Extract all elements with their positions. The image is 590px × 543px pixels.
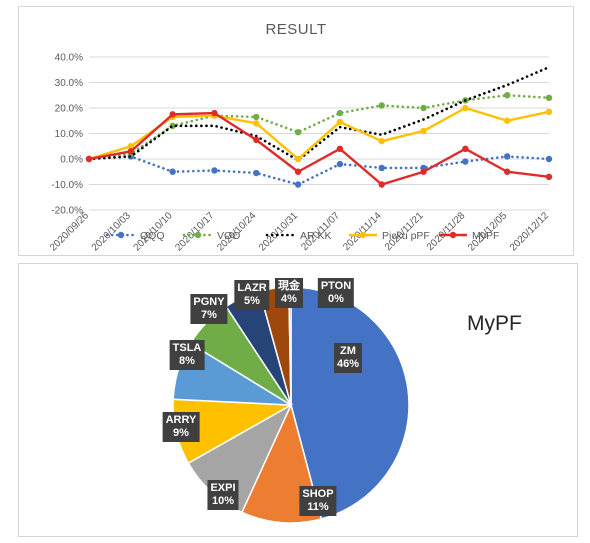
data-point-mypf bbox=[169, 111, 176, 118]
pie-label-name: EXPI bbox=[210, 482, 236, 494]
data-point-picku-ppf bbox=[545, 108, 553, 116]
x-tick-label: 2020/09/26 bbox=[48, 210, 91, 253]
series-line-qqq bbox=[87, 155, 551, 186]
y-tick-label: 10.0% bbox=[55, 129, 83, 140]
data-point-picku-ppf bbox=[462, 104, 469, 112]
data-point-picku-ppf bbox=[294, 155, 302, 163]
y-tick-label: 30.0% bbox=[55, 78, 83, 89]
data-point-voo bbox=[253, 113, 260, 121]
data-point-picku-ppf bbox=[336, 118, 344, 126]
data-point-mypf bbox=[336, 145, 344, 152]
pie-label-percent: 11% bbox=[307, 501, 329, 513]
x-tick-label: 2020/10/03 bbox=[90, 210, 133, 253]
x-tick-label: 2020/10/17 bbox=[173, 210, 216, 253]
pie-label-name: LAZR bbox=[237, 282, 267, 294]
legend-label-mypf: MyPF bbox=[472, 230, 499, 242]
y-tick-label: -10.0% bbox=[51, 180, 83, 191]
result-line-chart: RESULT -20.0% -10.0% 0.0% 10.0% 20.0% 30.0% 40… bbox=[18, 6, 574, 256]
data-point-mypf bbox=[127, 148, 135, 155]
data-point-voo bbox=[336, 109, 344, 117]
data-point-picku-ppf bbox=[420, 127, 427, 135]
pie-data-label-pton: PTON 0% bbox=[317, 278, 355, 308]
pie-label-percent: 4% bbox=[281, 293, 297, 305]
pie-label-name: TSLA bbox=[172, 342, 202, 354]
x-tick-label: 2020/11/28 bbox=[425, 210, 468, 253]
pie-label-name: ARRY bbox=[165, 414, 197, 426]
data-point-picku-ppf bbox=[503, 117, 511, 124]
legend-label-picku-ppf: Picku pPF bbox=[382, 230, 430, 242]
pie-label-percent: 0% bbox=[328, 293, 344, 305]
pie-data-label-tsla: TSLA 8% bbox=[169, 340, 205, 370]
data-point-voo bbox=[503, 92, 511, 99]
series-line-mypf bbox=[88, 111, 550, 186]
pie-chart-title: MyPF bbox=[467, 312, 522, 335]
line-chart-svg: -20.0% -10.0% 0.0% 10.0% 20.0% 30.0% 40.0% 2020… bbox=[48, 53, 553, 254]
data-point-qqq bbox=[294, 181, 302, 188]
data-point-mypf bbox=[294, 168, 302, 175]
legend-label-ar-kk: AR KK bbox=[300, 230, 332, 242]
data-point-qqq bbox=[253, 169, 260, 177]
pie-label-percent: 10% bbox=[211, 495, 235, 507]
data-point-voo bbox=[420, 104, 427, 112]
data-point-mypf bbox=[462, 145, 469, 152]
data-point-voo bbox=[294, 129, 302, 136]
pie-label-percent: 7% bbox=[201, 309, 217, 321]
x-tick-label: 2020/12/12 bbox=[508, 210, 551, 253]
data-point-mypf bbox=[503, 168, 511, 175]
pie-label-percent: 46% bbox=[336, 358, 360, 370]
legend-marker-qqq bbox=[117, 231, 125, 239]
y-tick-label: 40.0% bbox=[55, 53, 83, 64]
y-tick-label: 20.0% bbox=[55, 104, 83, 115]
data-point-qqq bbox=[336, 160, 344, 168]
pie-data-label-arry: ARRY 9% bbox=[162, 412, 200, 442]
y-tick-label: -20.0% bbox=[51, 206, 83, 217]
pie-label-percent: 9% bbox=[173, 427, 189, 439]
pie-label-name: PTON bbox=[320, 280, 352, 292]
data-point-mypf bbox=[211, 109, 218, 117]
x-tick-label: 2020/11/14 bbox=[341, 210, 384, 253]
data-point-picku-ppf bbox=[378, 137, 385, 145]
pie-label-name: 現金 bbox=[278, 280, 300, 292]
y-tick-label: 0.0% bbox=[60, 155, 83, 166]
pie-data-label-cash: 現金 4% bbox=[275, 278, 303, 308]
legend-marker-voo bbox=[194, 231, 202, 239]
pie-data-label-lazr: LAZR 5% bbox=[234, 280, 270, 310]
data-point-qqq bbox=[211, 167, 218, 174]
pie-data-label-zm: ZM 46% bbox=[333, 343, 363, 373]
data-point-qqq bbox=[503, 153, 511, 160]
data-point-mypf bbox=[253, 136, 260, 144]
legend-marker-picku-ppf bbox=[359, 231, 367, 239]
data-point-mypf bbox=[378, 181, 385, 188]
data-point-qqq bbox=[169, 168, 176, 175]
pie-label-name: PGNY bbox=[193, 296, 225, 308]
pie-label-percent: 8% bbox=[179, 355, 195, 367]
data-point-voo bbox=[545, 94, 553, 102]
data-point-picku-ppf bbox=[253, 120, 260, 127]
pie-label-percent: 5% bbox=[244, 295, 260, 307]
pie-label-name: SHOP bbox=[302, 488, 334, 500]
data-point-mypf bbox=[545, 173, 553, 181]
line-chart-title: RESULT bbox=[265, 21, 327, 38]
pie-data-label-shop: SHOP 11% bbox=[299, 486, 337, 516]
legend-label-voo: VOO bbox=[217, 230, 240, 242]
data-point-mypf bbox=[420, 168, 427, 175]
data-point-voo bbox=[378, 102, 385, 109]
data-point-qqq bbox=[378, 164, 385, 172]
data-point-mypf bbox=[85, 155, 93, 163]
pie-data-label-pgny: PGNY 7% bbox=[190, 294, 228, 324]
mypf-pie-chart: MyPF ZM 46% SHOP 11% EXPI 10% ARRY 9% TSLA 8% PGNY… bbox=[18, 263, 578, 537]
pie-label-name: ZM bbox=[340, 345, 356, 357]
series-line-ar-kk bbox=[87, 65, 551, 162]
pie-data-label-expi: EXPI 10% bbox=[207, 480, 239, 510]
data-point-qqq bbox=[545, 155, 553, 163]
data-point-picku-ppf bbox=[127, 143, 135, 150]
x-tick-label: 2020/10/31 bbox=[257, 210, 300, 253]
series-line-voo bbox=[87, 93, 551, 161]
data-point-qqq bbox=[462, 158, 469, 165]
legend-marker-mypf bbox=[449, 231, 457, 239]
legend-label-qqq: QQQ bbox=[140, 230, 165, 242]
